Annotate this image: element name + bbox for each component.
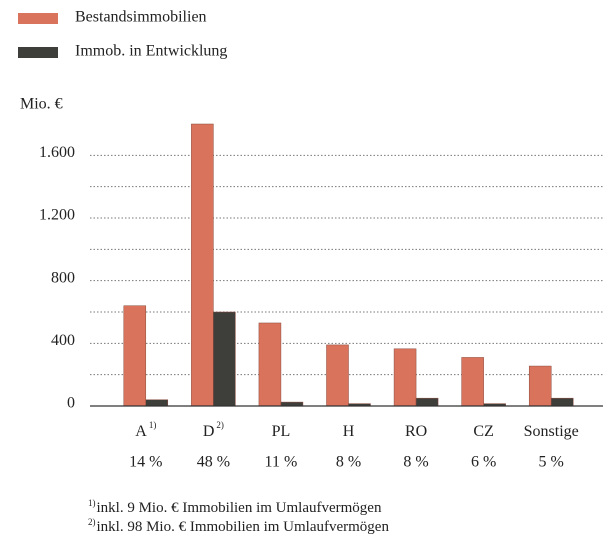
bar [145, 399, 169, 407]
share-label: 8 % [336, 454, 361, 471]
bar [550, 397, 574, 407]
x-tick-label: CZ [473, 423, 493, 440]
bar [258, 322, 282, 407]
x-tick-label: H [343, 423, 355, 440]
y-tick-label: 800 [51, 269, 75, 286]
category-name: D [203, 423, 215, 440]
category-name: Sonstige [524, 423, 579, 440]
category-name: PL [272, 423, 291, 440]
footnote: 2)inkl. 98 Mio. € Immobilien im Umlaufve… [88, 517, 389, 535]
legend-label: Bestandsimmobilien [75, 9, 207, 26]
share-label: 48 % [197, 454, 230, 471]
bar [393, 348, 417, 407]
bar [123, 305, 147, 407]
legend-label: Immob. in Entwicklung [75, 43, 227, 60]
bar [213, 311, 236, 407]
bar [528, 365, 552, 407]
footnote-mark: 2) [88, 517, 96, 527]
footnote-text: inkl. 98 Mio. € Immobilien im Umlaufverm… [97, 519, 390, 535]
footnote-mark: 1) [88, 498, 96, 508]
share-label: 14 % [129, 454, 162, 471]
share-label: 6 % [471, 454, 496, 471]
x-tick-label: A 1) [135, 420, 156, 440]
bar [191, 123, 214, 407]
y-tick-label: 400 [51, 332, 75, 349]
x-tick-label: D 2) [203, 420, 224, 440]
x-tick-label: RO [405, 423, 427, 440]
footnote: 1)inkl. 9 Mio. € Immobilien im Umlaufver… [88, 498, 382, 516]
category-note: 1) [149, 420, 157, 430]
y-tick-label: 1.200 [39, 207, 75, 224]
y-tick-label: 1.600 [39, 144, 75, 161]
footnote-text: inkl. 9 Mio. € Immobilien im Umlaufvermö… [97, 500, 382, 516]
share-label: 8 % [403, 454, 428, 471]
category-name: H [343, 423, 355, 440]
legend-swatch [18, 47, 58, 58]
bar [326, 344, 349, 407]
x-tick-label: Sonstige [524, 423, 579, 440]
category-note: 2) [216, 420, 224, 430]
category-name: CZ [473, 423, 493, 440]
y-tick-label: 0 [67, 395, 75, 412]
x-tick-label: PL [272, 423, 291, 440]
share-label: 11 % [265, 454, 298, 471]
bar [461, 357, 484, 407]
bar [415, 397, 439, 407]
y-axis-label: Mio. € [20, 96, 63, 113]
category-name: RO [405, 423, 427, 440]
category-name: A [135, 423, 147, 440]
legend-swatch [18, 13, 58, 24]
share-label: 5 % [539, 454, 564, 471]
